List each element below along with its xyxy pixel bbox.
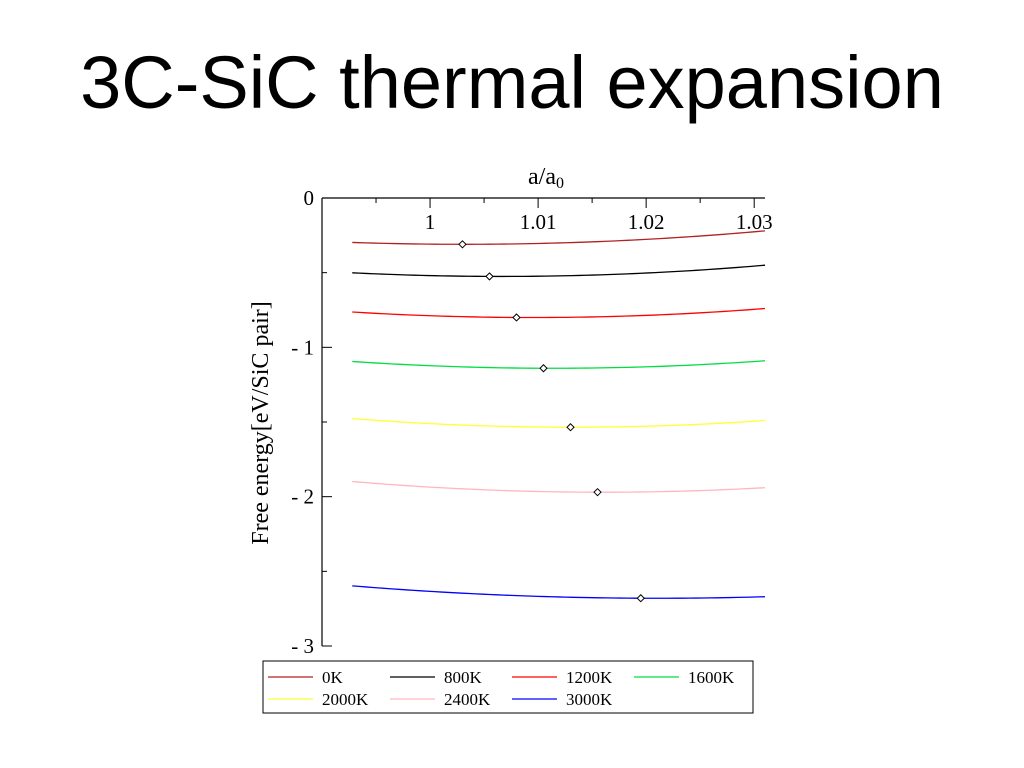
x-axis-title-text: a/a [528,164,556,190]
minimum-markers [458,240,645,603]
minimum-marker-800K [485,272,494,281]
legend-label-2400K: 2400K [444,690,491,709]
minimum-marker-1600K [539,364,548,373]
series-line-1200K [352,307,766,319]
legend-label-1200K: 1200K [566,668,613,687]
minimum-marker-3000K [636,594,645,603]
y-tick-label: - 3 [291,634,314,658]
x-axis-title: a/a0 [528,164,564,192]
legend: 0K 800K 1200K 1600K 2000K 2400K 3000K [262,660,754,714]
x-tick-label: 1 [425,210,436,234]
x-tick-label: 1.02 [628,210,665,234]
series-line-2000K [352,417,766,428]
legend-label-3000K: 3000K [566,690,613,709]
series-line-3000K [352,585,766,599]
series-line-2400K [352,480,766,493]
legend-box [262,660,754,714]
y-tick-label: - 1 [291,335,314,359]
legend-label-2000K: 2000K [322,690,369,709]
minimum-marker-2400K [593,487,602,497]
axes [321,197,765,646]
legend-label-800K: 800K [444,668,483,687]
x-axis-title-subscript: 0 [556,175,564,192]
minimum-marker-1200K [512,313,521,322]
series-lines [352,230,766,599]
series-line-0K [352,230,766,245]
slide-title: 3C-SiC thermal expansion [80,41,944,124]
x-tick-label: 1.03 [736,210,773,234]
legend-label-1600K: 1600K [688,668,735,687]
legend-label-0K: 0K [322,668,344,687]
y-tick-label: - 2 [291,485,314,509]
minimum-marker-2000K [566,423,575,432]
y-axis-title: Free energy[eV/SiC pair] [248,301,274,544]
y-tick-label: 0 [304,186,315,210]
x-tick-label: 1.01 [520,210,557,234]
ticks: 1 1.01 1.02 1.03 0 - 1 - 2 - 3 [291,186,772,658]
series-line-1600K [352,360,766,369]
series-line-800K [352,264,766,278]
minimum-marker-0K [458,240,467,249]
